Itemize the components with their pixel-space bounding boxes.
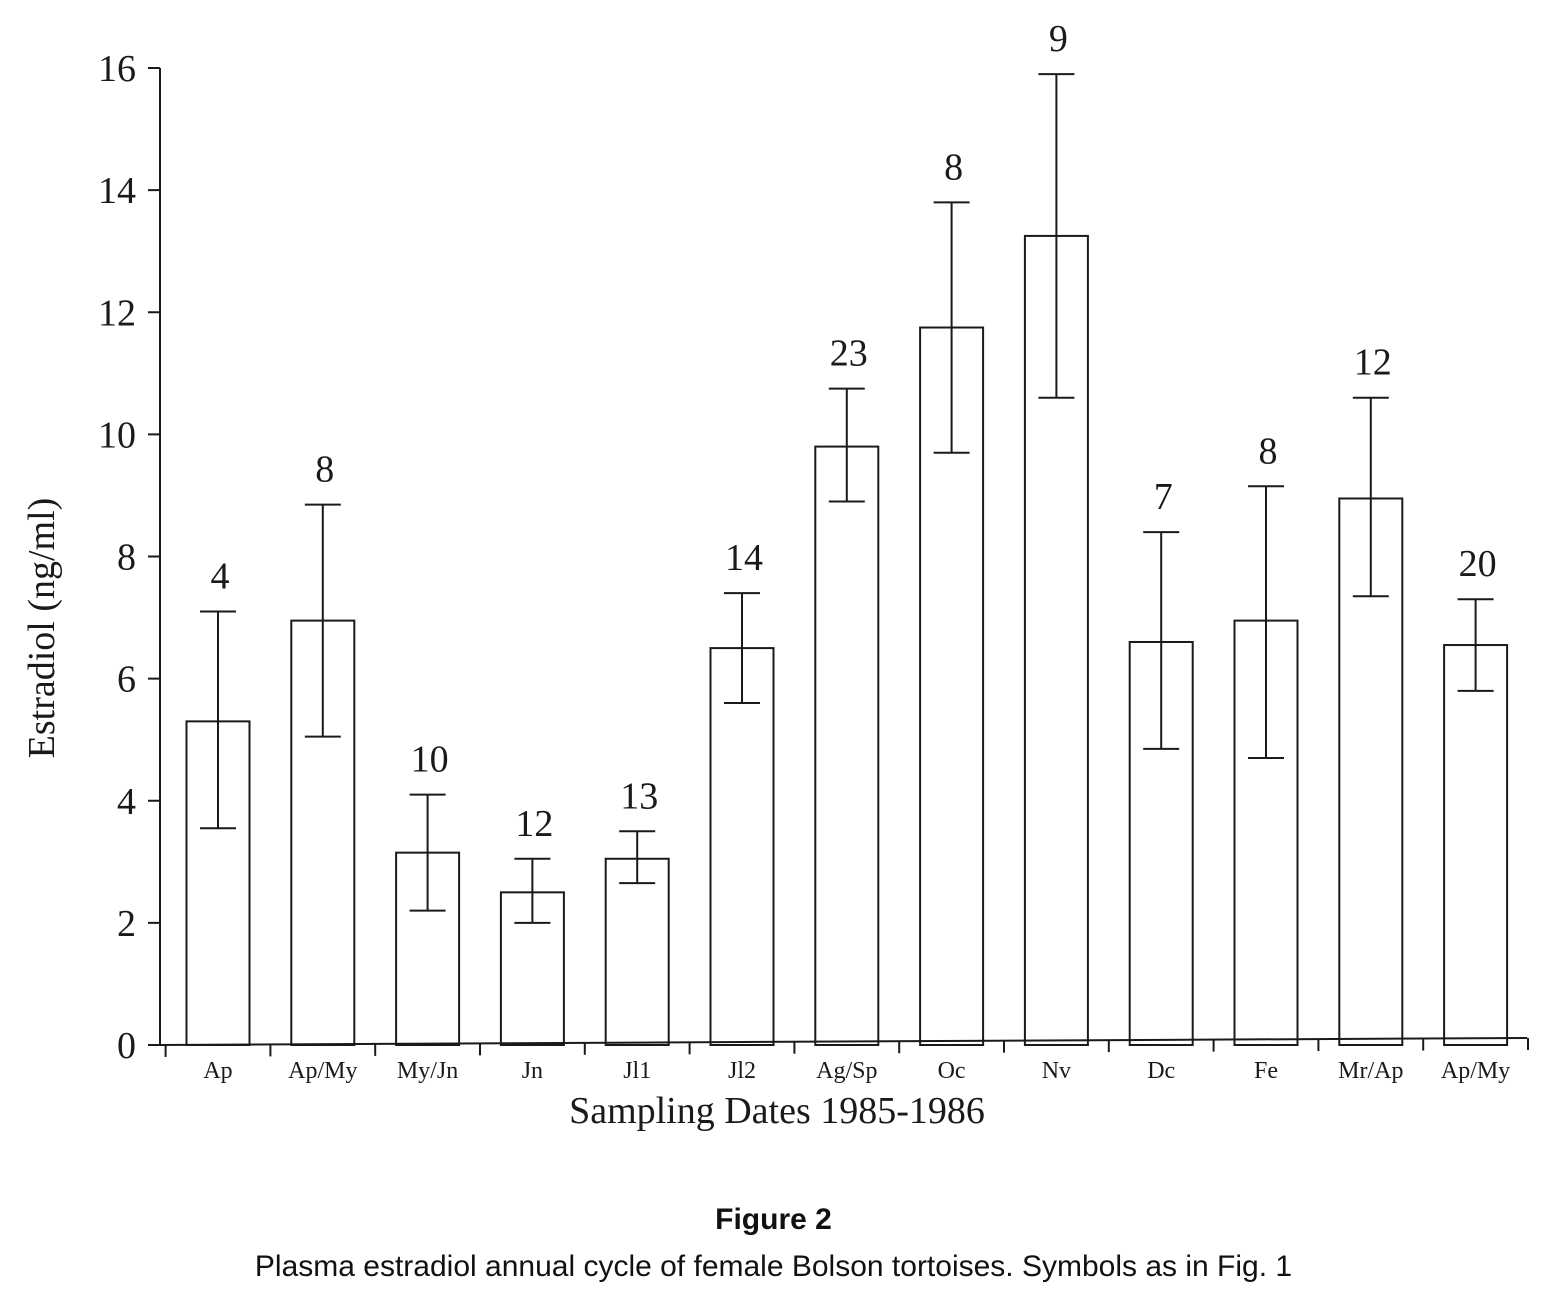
x-tick-label: Fe — [1254, 1058, 1278, 1084]
sample-size-label: 14 — [725, 537, 763, 579]
sample-size-label: 8 — [1259, 430, 1278, 472]
x-tick-label: Jn — [522, 1058, 543, 1084]
y-tick-label: 12 — [98, 292, 136, 334]
y-tick-label: 6 — [117, 659, 136, 701]
sample-size-label: 7 — [1154, 476, 1173, 518]
x-axis-label: Sampling Dates 1985-1986 — [569, 1090, 985, 1132]
sample-size-label: 23 — [830, 333, 868, 375]
figure-caption: Plasma estradiol annual cycle of female … — [254, 1250, 1293, 1283]
x-axis-line — [159, 1037, 1528, 1046]
x-tick-label: Jl2 — [728, 1058, 756, 1084]
bar — [709, 647, 775, 1046]
y-tick-label: 16 — [98, 48, 136, 90]
figure-label: Figure 2 — [715, 1203, 832, 1236]
bar — [1443, 644, 1509, 1047]
y-tick-label: 10 — [98, 414, 136, 456]
bar — [395, 851, 461, 1047]
x-tick-label: Ag/Sp — [816, 1058, 877, 1084]
y-axis-label: Estradiol (ng/ml) — [21, 498, 63, 759]
x-tick-label: Jl1 — [623, 1058, 651, 1084]
x-tick-label: Ap/My — [288, 1058, 357, 1084]
sample-size-label: 12 — [1354, 342, 1392, 384]
x-tick-label: Ap — [203, 1058, 232, 1084]
bar — [814, 445, 880, 1046]
bars: 4 8 10 12 13 14 23 8 9 7 8 12 20 — [185, 18, 1509, 1047]
sample-size-label: 8 — [315, 449, 334, 491]
sample-size-label: 13 — [620, 775, 658, 817]
sample-size-label: 8 — [944, 146, 963, 188]
sample-size-label: 12 — [515, 803, 553, 845]
y-tick-label: 4 — [117, 781, 136, 823]
x-tick-label: Ap/My — [1441, 1058, 1510, 1084]
estradiol-bar-chart: 0 2 4 6 8 10 12 14 16 4 8 10 12 13 14 23 8 9 7 8 12 20 Ap Ap/… — [21, 18, 1529, 1132]
y-tick-label: 8 — [117, 537, 136, 579]
x-axis: Ap Ap/My My/Jn Jn Jl1 Jl2 Ag/Sp Oc Nv Dc Fe Mr/Ap Ap… — [159, 1037, 1529, 1084]
x-tick-label: Oc — [938, 1058, 966, 1084]
x-tick-label: Nv — [1042, 1058, 1071, 1084]
bar — [604, 857, 670, 1047]
sample-size-label: 4 — [211, 555, 230, 597]
sample-size-label: 20 — [1459, 543, 1497, 585]
y-tick-label: 2 — [117, 903, 136, 945]
x-tick-label: Mr/Ap — [1338, 1058, 1403, 1084]
sample-size-label: 10 — [411, 739, 449, 781]
y-tick-label: 14 — [98, 170, 136, 212]
x-tick-label: My/Jn — [397, 1058, 458, 1084]
x-tick-label: Dc — [1147, 1058, 1175, 1084]
y-tick-label: 0 — [117, 1025, 136, 1067]
y-axis: 0 2 4 6 8 10 12 14 16 — [98, 48, 161, 1067]
sample-size-label: 9 — [1049, 18, 1068, 60]
